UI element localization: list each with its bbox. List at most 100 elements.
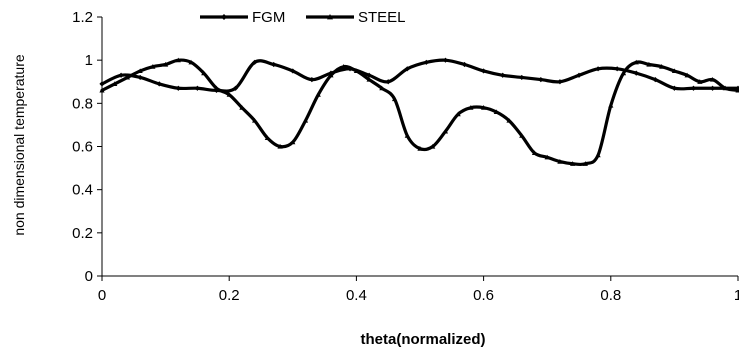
data-point-steel bbox=[417, 146, 423, 151]
data-point-steel bbox=[519, 133, 525, 138]
data-point-fgm bbox=[690, 85, 697, 91]
legend-label-steel: STEEL bbox=[358, 9, 406, 26]
data-point-steel bbox=[633, 59, 639, 65]
data-point-fgm bbox=[500, 72, 506, 78]
y-tick-label: 0.6 bbox=[72, 139, 93, 156]
data-point-fgm bbox=[442, 57, 449, 63]
data-point-steel bbox=[391, 96, 398, 102]
data-point-fgm bbox=[99, 81, 105, 87]
data-point-steel bbox=[722, 85, 728, 91]
data-point-steel bbox=[557, 159, 563, 164]
y-tick-label: 0.2 bbox=[72, 225, 93, 242]
data-point-steel bbox=[328, 72, 334, 78]
x-tick-label: 1 bbox=[734, 287, 739, 304]
data-point-fgm bbox=[671, 85, 677, 91]
data-point-steel bbox=[366, 76, 372, 82]
data-point-steel bbox=[671, 68, 677, 74]
data-point-steel bbox=[137, 68, 143, 74]
data-point-steel bbox=[379, 85, 385, 91]
data-point-steel bbox=[264, 135, 270, 140]
data-point-fgm bbox=[538, 76, 544, 83]
data-point-fgm bbox=[614, 66, 620, 72]
data-point-steel bbox=[506, 118, 512, 123]
y-tick-label: 1 bbox=[85, 52, 93, 69]
data-point-fgm bbox=[118, 72, 124, 78]
data-point-steel bbox=[544, 154, 550, 160]
data-point-steel bbox=[226, 92, 232, 97]
legend-marker-fgm bbox=[221, 14, 227, 20]
data-point-fgm bbox=[137, 74, 143, 81]
data-point-steel bbox=[239, 105, 245, 110]
data-point-steel bbox=[659, 64, 665, 69]
data-point-steel bbox=[646, 61, 652, 67]
data-point-fgm bbox=[271, 61, 277, 68]
y-axis-title: non dimensional temperature bbox=[11, 54, 27, 236]
data-point-steel bbox=[315, 92, 321, 97]
legend-item-fgm: FGM bbox=[200, 9, 285, 26]
data-point-steel bbox=[582, 161, 588, 166]
data-point-fgm bbox=[366, 72, 372, 78]
data-point-fgm bbox=[385, 79, 391, 85]
data-point-fgm bbox=[404, 66, 410, 72]
data-point-fgm bbox=[595, 66, 601, 72]
data-point-fgm bbox=[652, 76, 658, 83]
series-steel bbox=[99, 57, 739, 167]
data-point-steel bbox=[201, 70, 207, 76]
axes-layer: 0 0.2 0.4 0.6 0.8 1 1.2 0 0.2 0.4 0.6 0.8 1 bbox=[72, 9, 739, 304]
x-tick-label: 0.8 bbox=[600, 287, 621, 304]
data-point-fgm bbox=[232, 85, 239, 91]
data-point-steel bbox=[468, 105, 474, 110]
data-point-fgm bbox=[156, 81, 162, 87]
legend-marker-steel bbox=[327, 14, 333, 20]
data-point-steel bbox=[302, 118, 309, 123]
y-tick-label: 1.2 bbox=[72, 9, 93, 26]
data-point-steel bbox=[570, 161, 576, 166]
x-axis-title: theta(normalized) bbox=[360, 331, 485, 348]
data-point-fgm bbox=[175, 85, 181, 91]
data-point-steel bbox=[620, 70, 627, 76]
data-point-fgm bbox=[576, 72, 582, 78]
data-point-fgm bbox=[519, 74, 525, 81]
data-point-fgm bbox=[557, 79, 563, 85]
data-point-fgm bbox=[481, 68, 487, 74]
series-layer bbox=[99, 57, 739, 167]
data-point-steel bbox=[175, 57, 181, 63]
data-point-steel bbox=[493, 109, 499, 115]
data-point-fgm bbox=[194, 85, 200, 91]
data-point-steel bbox=[124, 74, 131, 80]
legend-label-fgm: FGM bbox=[252, 9, 285, 26]
data-point-steel bbox=[150, 64, 156, 69]
x-tick-label: 0.6 bbox=[473, 287, 494, 304]
data-point-steel bbox=[99, 87, 105, 93]
x-tick-label: 0.2 bbox=[219, 287, 240, 304]
data-point-steel bbox=[455, 111, 461, 117]
data-point-fgm bbox=[290, 68, 296, 74]
legend-item-steel: STEEL bbox=[306, 9, 406, 26]
data-point-steel bbox=[608, 102, 614, 108]
data-point-steel bbox=[735, 87, 739, 93]
data-point-fgm bbox=[461, 61, 468, 68]
data-point-steel bbox=[213, 85, 220, 91]
data-point-steel bbox=[252, 118, 258, 123]
data-point-steel bbox=[290, 139, 296, 145]
data-point-steel bbox=[430, 143, 436, 149]
data-point-steel bbox=[353, 68, 359, 74]
x-tick-label: 0.4 bbox=[346, 287, 367, 304]
legend: FGM STEEL bbox=[200, 9, 406, 26]
data-point-steel bbox=[404, 133, 410, 138]
data-point-steel bbox=[481, 105, 487, 110]
data-point-steel bbox=[709, 76, 716, 82]
data-point-steel bbox=[163, 61, 169, 67]
data-point-fgm bbox=[252, 59, 258, 65]
y-tick-label: 0.8 bbox=[72, 95, 93, 112]
data-point-steel bbox=[112, 81, 118, 86]
data-point-steel bbox=[684, 72, 690, 78]
data-point-steel bbox=[595, 152, 601, 158]
data-point-fgm bbox=[633, 70, 639, 76]
data-point-fgm bbox=[309, 76, 315, 83]
data-point-steel bbox=[531, 150, 538, 156]
data-point-steel bbox=[188, 59, 194, 65]
data-point-steel bbox=[277, 143, 283, 149]
